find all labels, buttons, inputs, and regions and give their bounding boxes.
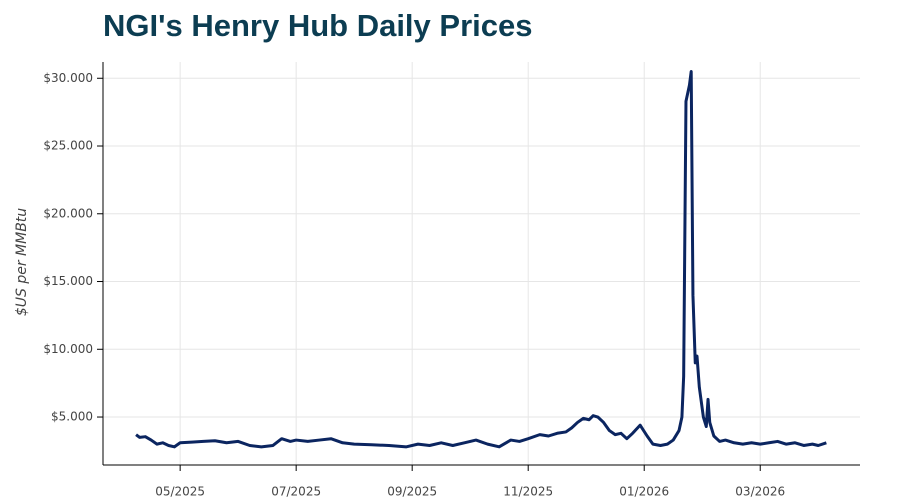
x-tick-label: 03/2026 <box>735 485 785 499</box>
chart-title: NGI's Henry Hub Daily Prices <box>103 8 532 43</box>
y-tick-label: $20.000 <box>43 206 93 220</box>
y-tick-label: $10.000 <box>43 342 93 356</box>
y-tick-label: $25.000 <box>43 139 93 153</box>
x-tick-label: 07/2025 <box>271 485 321 499</box>
x-tick-label: 11/2025 <box>503 485 553 499</box>
y-axis-label: $US per MMBtu <box>14 208 30 316</box>
y-tick-label: $15.000 <box>43 274 93 288</box>
x-tick-label: 09/2025 <box>387 485 437 499</box>
price-line <box>135 69 827 449</box>
y-tick-label: $30.000 <box>43 71 93 85</box>
x-tick-label: 05/2025 <box>155 485 205 499</box>
x-tick-label: 01/2026 <box>619 485 669 499</box>
y-tick-label: $5.000 <box>51 410 93 424</box>
